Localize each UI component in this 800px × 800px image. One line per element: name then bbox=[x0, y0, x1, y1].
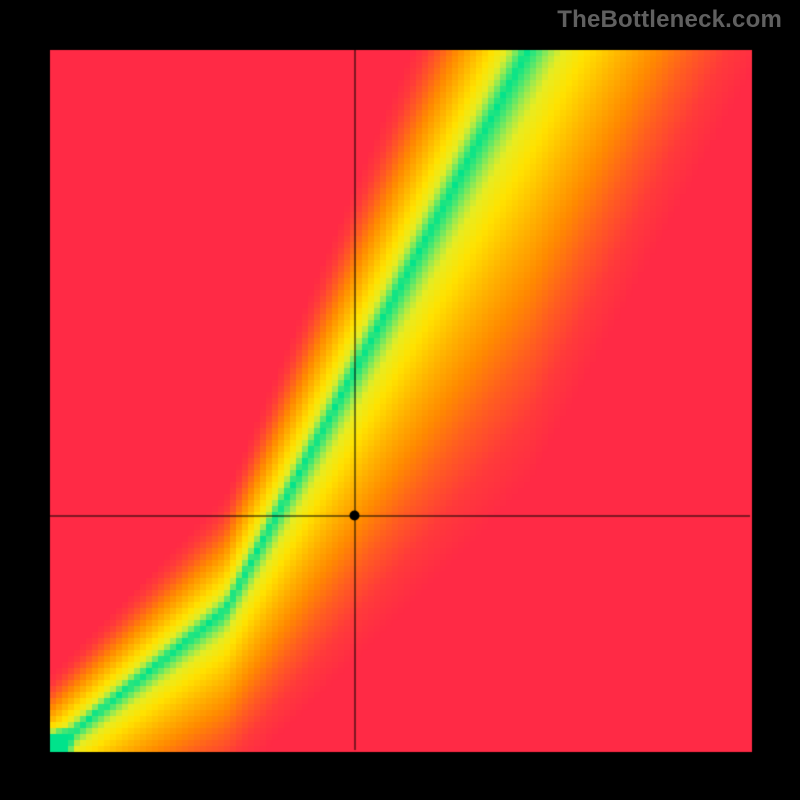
watermark-text: TheBottleneck.com bbox=[557, 6, 782, 34]
bottleneck-heatmap bbox=[0, 0, 800, 800]
